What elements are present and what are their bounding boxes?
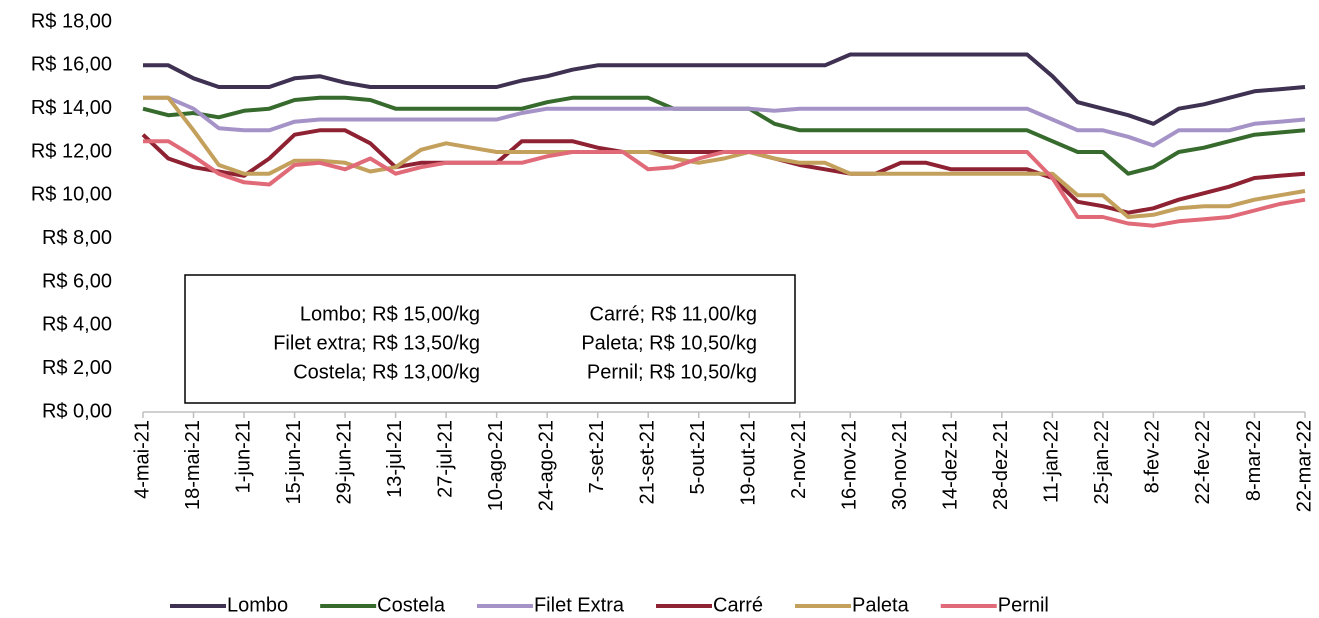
legend-label: Carré <box>713 594 763 616</box>
series-line <box>143 52 1306 126</box>
x-tick-label: 13-jul-21 <box>384 420 406 498</box>
y-tick-label: R$ 12,00 <box>31 140 112 162</box>
series-line <box>143 95 1306 148</box>
y-tick-label: R$ 8,00 <box>42 227 112 249</box>
x-tick-label: 1-jun-21 <box>232 420 254 493</box>
y-tick-label: R$ 18,00 <box>31 10 112 32</box>
x-tick-label: 5-out-21 <box>687 420 709 495</box>
x-tick-label: 18-mai-21 <box>182 420 204 510</box>
y-tick-label: R$ 0,00 <box>42 400 112 422</box>
x-tick-label: 2-nov-21 <box>788 420 810 499</box>
y-tick-label: R$ 4,00 <box>42 314 112 336</box>
legend-label: Costela <box>377 594 446 616</box>
series-line <box>143 95 1306 219</box>
x-tick-label: 21-set-21 <box>636 420 658 505</box>
y-tick-label: R$ 14,00 <box>31 97 112 119</box>
x-tick-label: 15-jun-21 <box>283 420 305 505</box>
y-tick-label: R$ 6,00 <box>42 270 112 292</box>
annotation: Paleta; R$ 10,50/kg <box>581 332 757 354</box>
x-tick-label: 8-fev-22 <box>1142 420 1164 493</box>
x-tick-label: 25-jan-22 <box>1091 420 1113 505</box>
legend-label: Lombo <box>227 594 288 616</box>
x-tick-label: 24-ago-21 <box>535 420 557 511</box>
legend-label: Filet Extra <box>534 594 625 616</box>
annotation: Lombo; R$ 15,00/kg <box>300 303 480 325</box>
x-tick-label: 16-nov-21 <box>839 420 861 510</box>
x-tick-label: 28-dez-21 <box>990 420 1012 510</box>
y-tick-label: R$ 2,00 <box>42 357 112 379</box>
y-tick-label: R$ 16,00 <box>31 54 112 76</box>
x-tick-label: 29-jun-21 <box>333 420 355 505</box>
annotation: Carré; R$ 11,00/kg <box>590 303 758 325</box>
x-tick-label: 22-mar-22 <box>1293 420 1315 512</box>
x-tick-label: 27-jul-21 <box>434 420 456 498</box>
legend-label: Pernil <box>998 594 1049 616</box>
x-tick-label: 30-nov-21 <box>889 420 911 510</box>
series-line <box>143 139 1306 228</box>
y-tick-label: R$ 10,00 <box>31 184 112 206</box>
annotation: Costela; R$ 13,00/kg <box>293 361 480 383</box>
x-tick-label: 4-mai-21 <box>131 420 153 499</box>
legend-label: Paleta <box>852 594 910 616</box>
annotation-box <box>184 274 796 404</box>
x-tick-label: 19-out-21 <box>738 420 760 506</box>
x-tick-label: 22-fev-22 <box>1192 420 1214 505</box>
x-tick-label: 8-mar-22 <box>1243 420 1265 501</box>
annotation: Filet extra; R$ 13,50/kg <box>273 332 480 354</box>
x-tick-label: 11-jan-22 <box>1041 420 1063 503</box>
x-tick-label: 14-dez-21 <box>940 420 962 510</box>
annotation: Pernil; R$ 10,50/kg <box>587 361 757 383</box>
x-tick-label: 10-ago-21 <box>485 420 507 511</box>
x-tick-label: 7-set-21 <box>586 420 608 493</box>
